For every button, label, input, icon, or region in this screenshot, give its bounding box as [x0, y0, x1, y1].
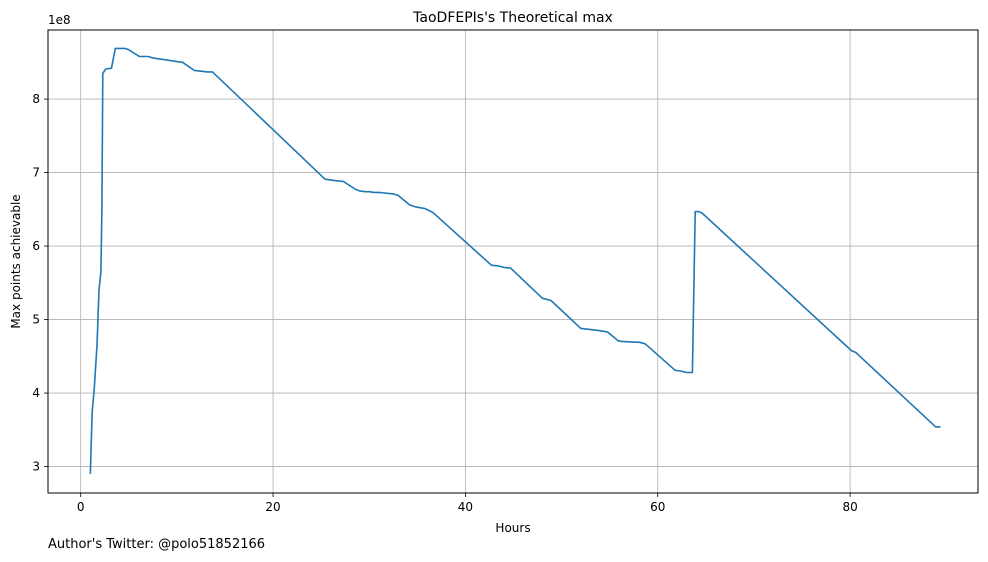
y-tick-label: 6: [32, 239, 40, 253]
series-layer: [89, 47, 941, 474]
y-axis-label: Max points achievable: [9, 194, 23, 328]
y-tick-label: 4: [32, 386, 40, 400]
chart-title: TaoDFEPIs's Theoretical max: [412, 10, 613, 26]
ticks: 0 20 40 60 80 3 4 5 6 7 8: [32, 92, 857, 514]
x-tick-label: 20: [265, 500, 280, 514]
x-tick-label: 40: [458, 500, 473, 514]
x-tick-label: 0: [77, 500, 85, 514]
author-credit: Author's Twitter: @polo51852166: [48, 537, 266, 552]
y-offset-label: 1e8: [48, 13, 71, 27]
y-tick-label: 3: [32, 460, 40, 474]
x-tick-label: 60: [650, 500, 665, 514]
grid: [48, 30, 978, 493]
y-tick-label: 8: [32, 92, 40, 106]
y-tick-label: 7: [32, 166, 40, 180]
x-tick-label: 80: [842, 500, 857, 514]
x-axis-label: Hours: [495, 521, 530, 535]
series-line: [89, 47, 941, 474]
plot-frame: [47, 29, 979, 494]
y-tick-label: 5: [32, 313, 40, 327]
